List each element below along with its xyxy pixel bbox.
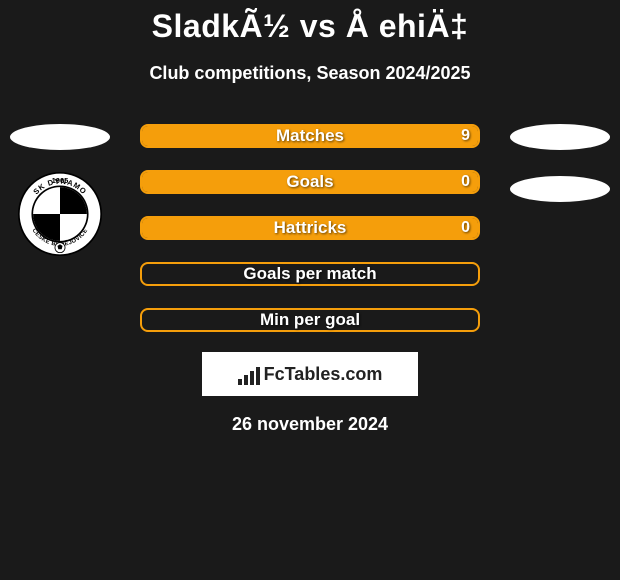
stat-label: Matches	[276, 126, 344, 146]
stat-label: Hattricks	[274, 218, 347, 238]
stat-value: 0	[461, 219, 470, 237]
footer-brand-box: FcTables.com	[202, 352, 418, 396]
infographic-container: SladkÃ½ vs Å ehiÄ‡ Club competitions, Se…	[0, 0, 620, 580]
stat-row: Goals per match	[140, 262, 480, 286]
content-area: SK DYNAMO ČESKÉ BUDĚJOVICE 1905 Matches 9…	[0, 124, 620, 332]
stat-label: Goals	[286, 172, 333, 192]
stat-row: Hattricks 0	[140, 216, 480, 240]
stat-row: Goals 0	[140, 170, 480, 194]
date-text: 26 november 2024	[0, 414, 620, 435]
club-badge: SK DYNAMO ČESKÉ BUDĚJOVICE 1905	[18, 172, 102, 256]
stat-label: Min per goal	[260, 310, 360, 330]
left-side-column: SK DYNAMO ČESKÉ BUDĚJOVICE 1905	[0, 124, 120, 256]
page-title: SladkÃ½ vs Å ehiÄ‡	[0, 0, 620, 45]
stat-rows: Matches 9 Goals 0 Hattricks 0 Goals per match M…	[140, 124, 480, 332]
stat-value: 9	[461, 127, 470, 145]
stat-label: Goals per match	[243, 264, 376, 284]
placeholder-ellipse	[10, 124, 110, 150]
subtitle: Club competitions, Season 2024/2025	[0, 63, 620, 84]
placeholder-ellipse	[510, 176, 610, 202]
right-side-column	[500, 124, 620, 202]
footer-brand-text: FcTables.com	[264, 364, 383, 385]
badge-year: 1905	[52, 176, 69, 185]
bars-icon	[238, 365, 260, 385]
stat-value: 0	[461, 173, 470, 191]
stat-row: Matches 9	[140, 124, 480, 148]
stat-row: Min per goal	[140, 308, 480, 332]
placeholder-ellipse	[510, 124, 610, 150]
